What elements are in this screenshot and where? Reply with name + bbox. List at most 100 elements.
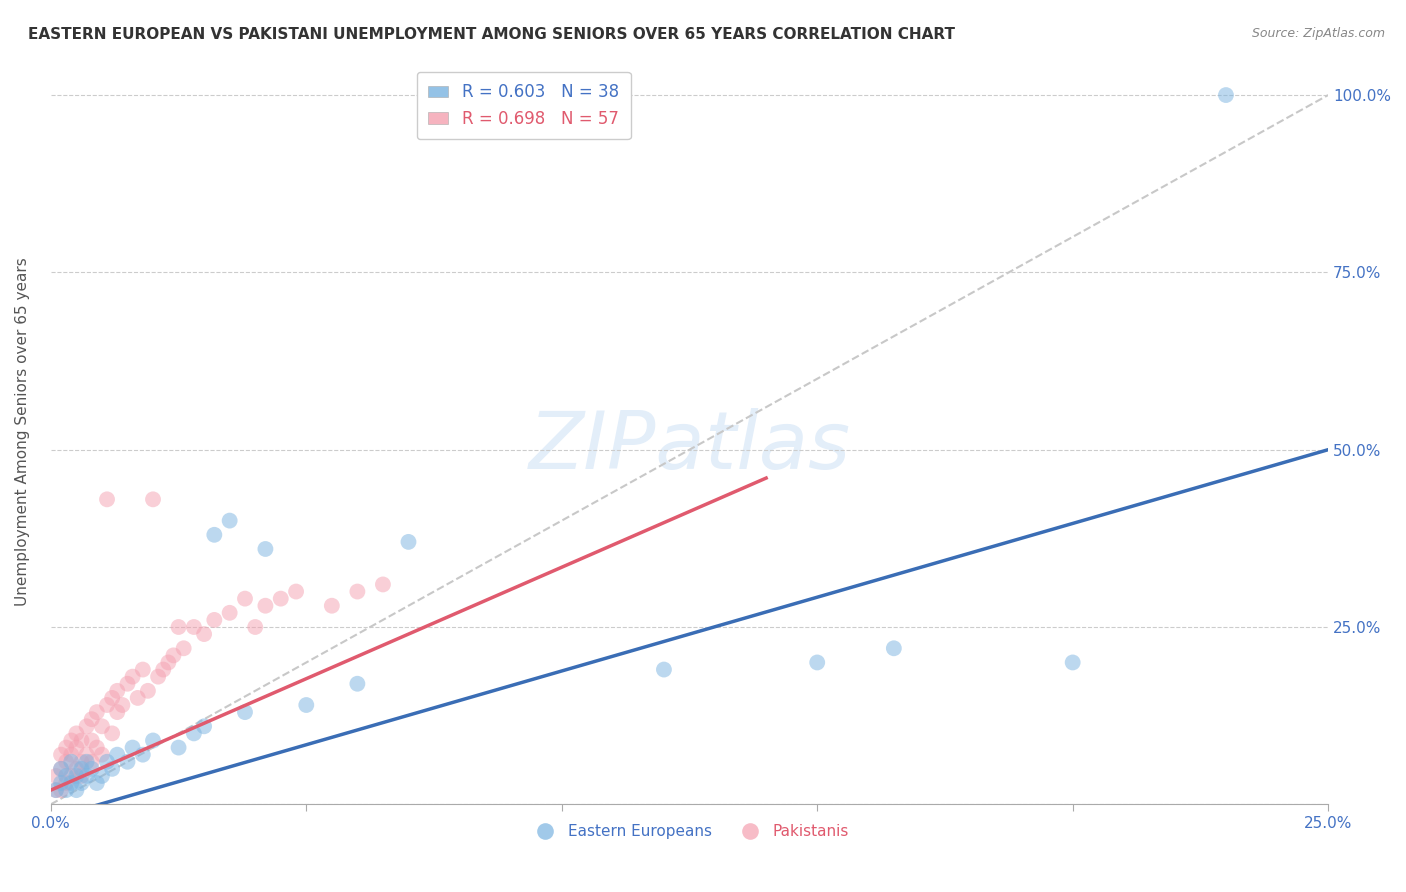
Point [80,712,103,726]
Point [70,776,93,790]
Point [152,663,174,677]
Point [652,663,675,677]
Point [70,733,93,747]
Point [65,740,87,755]
Point [65,783,87,797]
Text: EASTERN EUROPEAN VS PAKISTANI UNEMPLOYMENT AMONG SENIORS OVER 65 YEARS CORRELATI: EASTERN EUROPEAN VS PAKISTANI UNEMPLOYME… [28,27,955,42]
Point [105,747,128,762]
Point [146,670,169,684]
Point [76,769,98,783]
Point [202,613,225,627]
Point [218,514,240,528]
Point [245,620,267,634]
Point [193,719,215,733]
Point [55,783,77,797]
Point [55,755,77,769]
Point [173,641,195,656]
Point [136,683,159,698]
Point [1215,88,1237,103]
Point [65,726,87,740]
Point [371,577,394,591]
Point [218,606,240,620]
Point [254,599,277,613]
Point [105,705,128,719]
Point [49,747,72,762]
Point [167,740,190,755]
Point [105,683,128,698]
Point [45,769,67,783]
Point [183,620,205,634]
Text: ZIPatlas: ZIPatlas [529,408,851,486]
Point [86,705,108,719]
Point [55,769,77,783]
Point [60,747,83,762]
Point [270,591,292,606]
Point [96,698,118,712]
Point [295,698,318,712]
Point [193,627,215,641]
Point [76,747,98,762]
Point [65,762,87,776]
Point [70,769,93,783]
Point [90,719,112,733]
Point [45,783,67,797]
Point [883,641,905,656]
Point [117,677,139,691]
Point [96,755,118,769]
Point [70,755,93,769]
Point [398,535,420,549]
Point [86,740,108,755]
Point [65,769,87,783]
Point [321,599,343,613]
Point [49,762,72,776]
Point [121,670,143,684]
Point [45,783,67,797]
Point [157,656,180,670]
Point [70,762,93,776]
Point [806,656,828,670]
Point [60,769,83,783]
Point [49,783,72,797]
Point [101,726,124,740]
Point [60,755,83,769]
Point [202,528,225,542]
Point [183,726,205,740]
Point [117,755,139,769]
Text: Source: ZipAtlas.com: Source: ZipAtlas.com [1251,27,1385,40]
Point [49,776,72,790]
Point [162,648,184,663]
Point [96,492,118,507]
Point [101,690,124,705]
Point [86,776,108,790]
Point [80,733,103,747]
Point [121,740,143,755]
Point [127,690,149,705]
Legend: Eastern Europeans, Pakistanis: Eastern Europeans, Pakistanis [523,818,855,845]
Point [101,762,124,776]
Point [60,733,83,747]
Point [142,733,165,747]
Point [55,776,77,790]
Point [1062,656,1084,670]
Point [167,620,190,634]
Point [49,762,72,776]
Point [90,769,112,783]
Point [76,755,98,769]
Point [55,740,77,755]
Point [80,762,103,776]
Point [233,591,256,606]
Point [132,747,155,762]
Point [254,541,277,556]
Point [60,776,83,790]
Point [346,677,368,691]
Point [111,698,134,712]
Point [76,719,98,733]
Point [90,747,112,762]
Point [132,663,155,677]
Point [233,705,256,719]
Point [285,584,308,599]
Point [346,584,368,599]
Point [142,492,165,507]
Y-axis label: Unemployment Among Seniors over 65 years: Unemployment Among Seniors over 65 years [15,258,30,607]
Point [80,755,103,769]
